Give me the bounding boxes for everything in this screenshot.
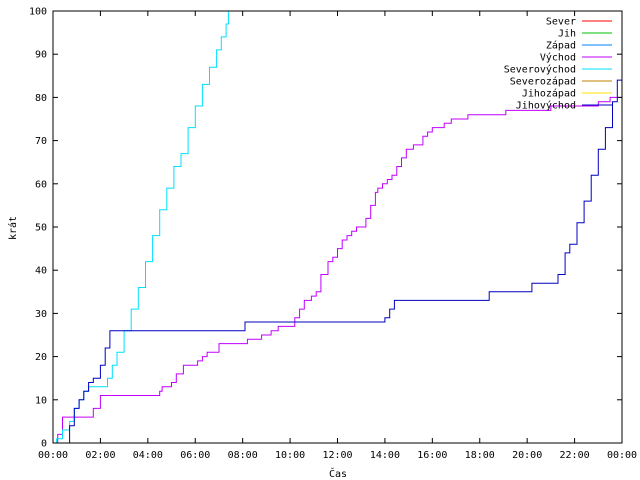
legend-label-jihovychod: Jihovýchod xyxy=(516,100,576,112)
x-tick-label: 00:00 xyxy=(607,450,637,461)
x-tick-label: 20:00 xyxy=(512,450,542,461)
x-tick-label: 06:00 xyxy=(180,450,210,461)
legend-label-jih: Jih xyxy=(558,29,576,40)
series-line-vychod xyxy=(53,93,623,444)
x-tick-label: 02:00 xyxy=(85,450,115,461)
legend-label-severozapad: Severozápad xyxy=(510,76,576,88)
legend-label-sever: Sever xyxy=(546,17,576,28)
x-tick-label: 00:00 xyxy=(38,450,68,461)
series-layer xyxy=(53,11,623,444)
x-tick-label: 12:00 xyxy=(322,450,352,461)
x-tick-label: 14:00 xyxy=(370,450,400,461)
y-tick-label: 0 xyxy=(41,439,47,450)
y-tick-label: 90 xyxy=(35,50,47,61)
y-tick-label: 30 xyxy=(35,309,47,320)
legend-label-jihozapad: Jihozápad xyxy=(522,88,576,100)
x-tick-label: 16:00 xyxy=(417,450,447,461)
x-axis-label: Čas xyxy=(329,467,347,480)
y-tick-label: 50 xyxy=(35,223,47,234)
y-tick-label: 80 xyxy=(35,93,47,104)
legend-label-zapad: Západ xyxy=(546,40,576,52)
y-tick-label: 10 xyxy=(35,395,47,406)
x-tick-label: 08:00 xyxy=(228,450,258,461)
legend: SeverJihZápadVýchodSeverovýchodSeverozáp… xyxy=(504,17,612,112)
y-tick-label: 60 xyxy=(35,179,47,190)
y-axis-label: krát xyxy=(7,216,19,240)
y-tick-label: 70 xyxy=(35,136,47,147)
x-tick-label: 22:00 xyxy=(560,450,590,461)
axes-layer: 0 10 20 30 40 50 60 70 80 90 100 00:00 02:00 04:00 06:… xyxy=(29,7,637,462)
series-line-jihovychod xyxy=(53,58,623,444)
series-line-severovychod xyxy=(53,11,229,444)
x-tick-label: 04:00 xyxy=(133,450,163,461)
legend-label-severovychod: Severovýchod xyxy=(504,64,576,76)
y-tick-label: 40 xyxy=(35,266,47,277)
x-tick-label: 10:00 xyxy=(275,450,305,461)
y-tick-label: 20 xyxy=(35,352,47,363)
y-tick-label: 100 xyxy=(29,7,47,18)
x-tick-label: 18:00 xyxy=(465,450,495,461)
legend-label-vychod: Východ xyxy=(540,52,576,64)
